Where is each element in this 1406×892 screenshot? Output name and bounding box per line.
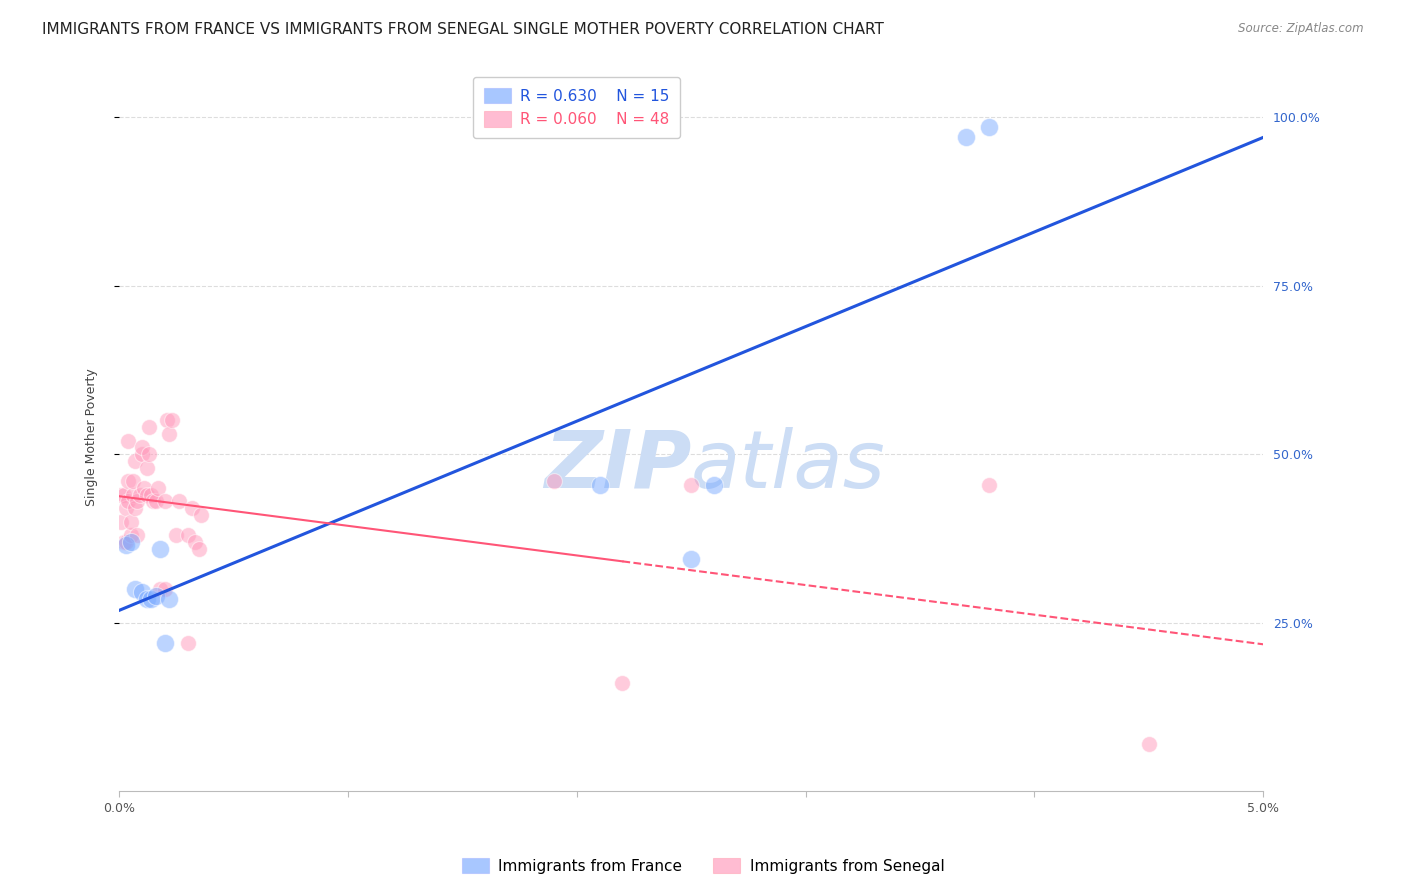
Point (146, 481, 169, 495)
Point (131, 447, 153, 461)
Point (159, 427, 181, 442)
Point (153, 636, 176, 650)
Point (115, 534, 138, 549)
Point (681, 551, 703, 566)
Point (110, 488, 132, 502)
Legend: Immigrants from France, Immigrants from Senegal: Immigrants from France, Immigrants from … (456, 852, 950, 880)
Point (977, 477, 1000, 491)
Point (127, 494, 149, 508)
Point (112, 488, 135, 502)
Point (138, 447, 160, 461)
Text: IMMIGRANTS FROM FRANCE VS IMMIGRANTS FROM SENEGAL SINGLE MOTHER POVERTY CORRELAT: IMMIGRANTS FROM FRANCE VS IMMIGRANTS FRO… (42, 22, 884, 37)
Point (190, 508, 212, 522)
Point (124, 582, 146, 596)
Point (120, 534, 142, 549)
Point (121, 474, 143, 488)
Point (141, 488, 163, 502)
Point (977, 120, 1000, 135)
Point (135, 460, 157, 475)
Point (153, 582, 176, 596)
Legend: R = 0.630    N = 15, R = 0.060    N = 48: R = 0.630 N = 15, R = 0.060 N = 48 (472, 77, 681, 138)
Point (612, 676, 634, 690)
Point (159, 592, 181, 607)
Point (115, 538, 138, 552)
Point (183, 534, 205, 549)
Point (142, 494, 165, 508)
Point (181, 501, 204, 516)
Text: atlas: atlas (692, 426, 886, 505)
Point (128, 488, 150, 502)
Point (703, 477, 725, 491)
Point (134, 481, 156, 495)
Point (110, 515, 132, 529)
Point (1137, 737, 1160, 751)
Point (112, 534, 135, 549)
Point (121, 488, 143, 502)
Point (149, 541, 172, 556)
Point (115, 501, 138, 516)
Point (127, 528, 149, 542)
Point (188, 541, 211, 556)
Point (120, 528, 142, 542)
Point (145, 589, 167, 603)
Point (149, 582, 172, 596)
Point (543, 474, 565, 488)
Point (160, 413, 183, 427)
Y-axis label: Single Mother Poverty: Single Mother Poverty (86, 368, 98, 507)
Point (156, 413, 179, 427)
Point (124, 501, 146, 516)
Text: ZIP: ZIP (544, 426, 692, 505)
Point (124, 454, 146, 468)
Point (177, 528, 200, 542)
Point (135, 488, 157, 502)
Point (138, 420, 160, 434)
Point (131, 585, 153, 599)
Point (165, 528, 187, 542)
Point (120, 515, 142, 529)
Point (131, 441, 153, 455)
Point (681, 477, 703, 491)
Point (117, 494, 139, 508)
Point (153, 494, 176, 508)
Point (141, 592, 163, 607)
Point (167, 494, 190, 508)
Point (135, 592, 157, 607)
Point (117, 434, 139, 448)
Text: Source: ZipAtlas.com: Source: ZipAtlas.com (1239, 22, 1364, 36)
Point (177, 636, 200, 650)
Point (955, 130, 977, 145)
Point (117, 474, 139, 488)
Point (588, 477, 610, 491)
Point (145, 494, 167, 508)
